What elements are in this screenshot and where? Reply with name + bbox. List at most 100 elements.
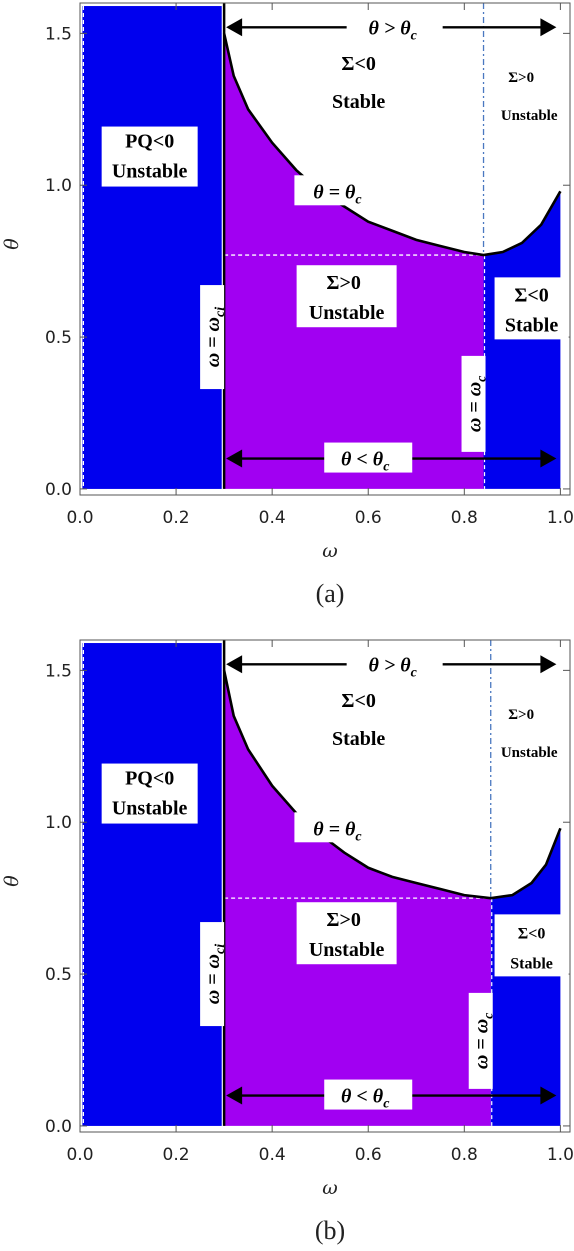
pq-label: PQ<0 [125, 768, 174, 790]
theta-gt-box [346, 11, 443, 42]
theta-eq-sub: c [355, 829, 362, 844]
theta-gt-label: θ > θc [368, 654, 417, 680]
x-axis-label: ω [322, 1177, 338, 1199]
omega-c-sub: c [482, 1012, 497, 1019]
x-tick-label: 0.0 [66, 508, 93, 528]
theta-lt-box [324, 1079, 413, 1110]
omega-c-label: ω = ωc [464, 375, 490, 432]
theta-gt-box [346, 648, 443, 679]
y-tick-label: 1.0 [45, 176, 72, 196]
theta-lt-sub: c [383, 460, 390, 475]
sigma-gt-right-label: Σ>0 [508, 70, 534, 86]
omega-c-label: ω = ωc [471, 1012, 497, 1069]
plot-frame [79, 2, 571, 496]
sigma-gt-unstable-label: Unstable [309, 302, 385, 324]
omega-c-sub: c [475, 375, 490, 382]
omega-ci-label: ω = ωci [202, 944, 228, 1005]
sigma-gt-label: Σ>0 [326, 272, 360, 294]
y-tick-label: 0.0 [45, 480, 72, 500]
theta-gt-text: θ > θ [368, 17, 411, 39]
theta-eq-text: θ = θ [313, 818, 356, 840]
unstable-right-label: Unstable [501, 745, 558, 761]
sigma-gt-label: Σ>0 [326, 909, 360, 931]
y-tick-label: 1.5 [45, 24, 72, 44]
sigma-gt-box [296, 265, 397, 328]
x-tick-label: 0.8 [451, 508, 478, 528]
theta-lt-label: θ < θc [341, 1086, 390, 1112]
theta-gt-arrow-head-left [226, 18, 243, 37]
y-axis-label: θ [1, 875, 23, 887]
theta-eq-text: θ = θ [313, 181, 356, 203]
theta-lt-sub: c [383, 1097, 390, 1112]
region-sigma-negative-right [490, 828, 561, 1126]
x-tick-label: 0.6 [355, 508, 382, 528]
omega-ci-label: ω = ωci [202, 307, 228, 368]
theta-eq-box [294, 812, 381, 843]
omega-c-text: ω = ω [471, 1019, 493, 1069]
omega-ci-text: ω = ω [202, 317, 224, 367]
omega-ci-box [200, 285, 225, 390]
x-tick-label: 0.6 [355, 1145, 382, 1165]
sigma-lt-top-label: Σ<0 [341, 53, 375, 75]
theta-lt-text: θ < θ [341, 449, 384, 471]
y-tick-label: 0.5 [45, 328, 72, 348]
stable-top-label: Stable [332, 728, 385, 750]
theta-lt-arrow-head-left [226, 449, 243, 468]
y-tick-label: 1.0 [45, 813, 72, 833]
sigma-lt-right-label: Σ<0 [514, 284, 548, 306]
pq-unstable-label: Unstable [112, 798, 188, 820]
theta-c-curve [222, 33, 562, 257]
theta-eq-sub: c [355, 192, 362, 207]
chart-panel-a: 0.0 0.2 0.4 0.6 0.8 1.0 0.0 0.5 1.0 1.5 ω θ (a) PQ<0 U… [1, 2, 574, 608]
stable-right-label: Stable [505, 314, 558, 336]
region-pq-negative [82, 643, 222, 1126]
sigma-gt-box [296, 902, 397, 965]
omega-ci-sub: ci [213, 944, 228, 954]
theta-lt-text: θ < θ [341, 1086, 384, 1108]
x-tick-label: 0.2 [163, 1145, 190, 1165]
region-sigma-negative-right [483, 191, 561, 489]
chart-panel-b: 0.0 0.2 0.4 0.6 0.8 1.0 0.0 0.5 1.0 1.5 ω θ (b) PQ<0 U… [1, 639, 574, 1245]
pq-label: PQ<0 [125, 131, 174, 153]
pq-unstable-label: Unstable [112, 161, 188, 183]
sigma-lt-right-box [494, 914, 569, 977]
panel-caption: (b) [315, 1216, 345, 1245]
x-tick-label: 0.2 [163, 508, 190, 528]
sigma-gt-unstable-label: Unstable [309, 939, 385, 961]
x-tick-label: 1.0 [547, 1145, 574, 1165]
omega-c-box [461, 355, 486, 452]
theta-lt-arrow-head-left [226, 1086, 243, 1105]
theta-gt-arrow-head-right [540, 18, 557, 37]
x-tick-label: 0.0 [66, 1145, 93, 1165]
region-pq-negative [82, 6, 222, 489]
omega-ci-box [200, 922, 225, 1027]
unstable-right-label: Unstable [501, 108, 558, 124]
omega-c-box [468, 992, 493, 1089]
theta-gt-label: θ > θc [368, 17, 417, 43]
pq-label-box [101, 126, 198, 187]
y-axis-label: θ [1, 238, 23, 250]
theta-gt-arrow-head-right [540, 655, 557, 674]
omega-c-text: ω = ω [464, 382, 486, 432]
y-tick-label: 1.5 [45, 661, 72, 681]
sigma-lt-top-label: Σ<0 [341, 690, 375, 712]
theta-lt-box [324, 442, 413, 473]
theta-eq-label: θ = θc [313, 818, 362, 844]
theta-c-curve [222, 670, 562, 900]
sigma-lt-right-box [494, 277, 569, 340]
y-tick-label: 0.5 [45, 965, 72, 985]
theta-gt-text: θ > θ [368, 654, 411, 676]
panel-caption: (a) [316, 579, 345, 608]
x-tick-label: 0.4 [259, 508, 286, 528]
x-axis-label: ω [322, 540, 338, 562]
theta-eq-label: θ = θc [313, 181, 362, 207]
theta-lt-arrow-head-right [540, 1086, 557, 1105]
theta-gt-sub: c [411, 28, 418, 43]
x-tick-label: 0.8 [451, 1145, 478, 1165]
omega-ci-sub: ci [213, 307, 228, 317]
omega-ci-text: ω = ω [202, 954, 224, 1004]
region-sigma-positive [224, 33, 484, 489]
stable-top-label: Stable [332, 91, 385, 113]
stable-right-label: Stable [510, 955, 553, 972]
